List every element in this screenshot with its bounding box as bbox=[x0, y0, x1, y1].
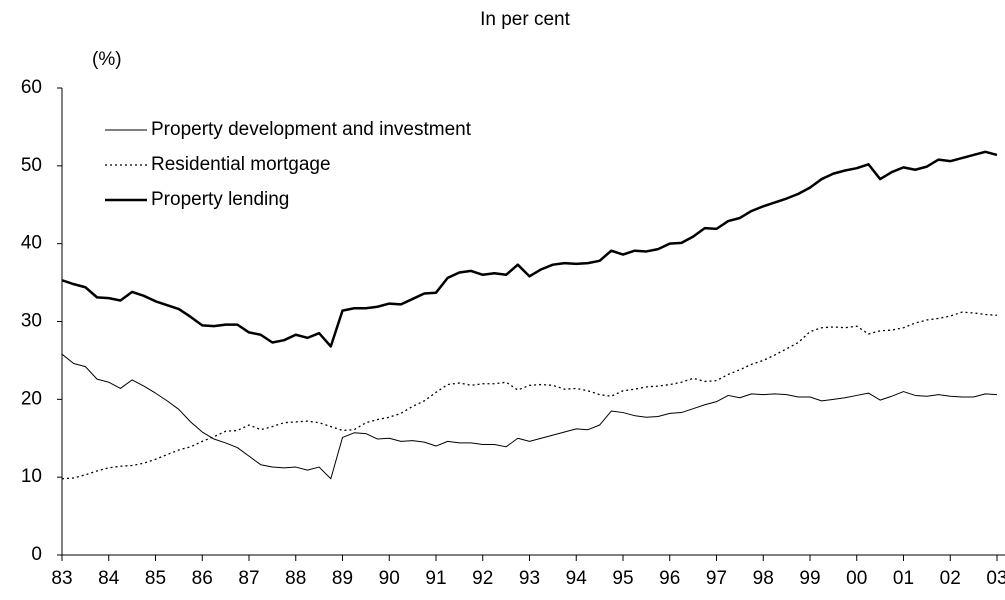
series-line bbox=[61, 150, 998, 348]
chart-title: In per cent bbox=[480, 9, 570, 30]
y-tick-label: 20 bbox=[21, 388, 42, 409]
y-tick-label: 30 bbox=[21, 311, 42, 332]
y-axis-label: (%) bbox=[92, 49, 122, 70]
y-tick-label: 40 bbox=[21, 233, 42, 254]
series-line bbox=[61, 311, 998, 480]
x-tick-label: 99 bbox=[799, 568, 820, 589]
x-tick-label: 94 bbox=[566, 568, 588, 589]
y-tick-label: 0 bbox=[31, 544, 42, 565]
x-tick-label: 01 bbox=[893, 568, 914, 589]
y-tick-label: 60 bbox=[21, 77, 42, 98]
x-tick-label: 00 bbox=[846, 568, 867, 589]
x-tick-label: 91 bbox=[425, 568, 446, 589]
x-tick-label: 97 bbox=[706, 568, 727, 589]
x-tick-label: 86 bbox=[192, 568, 213, 589]
x-tick-label: 83 bbox=[51, 568, 72, 589]
x-tick-label: 92 bbox=[472, 568, 493, 589]
x-tick-label: 88 bbox=[285, 568, 306, 589]
x-tick-label: 87 bbox=[238, 568, 259, 589]
x-tick-label: 03 bbox=[986, 568, 1005, 589]
x-tick-label: 90 bbox=[379, 568, 400, 589]
x-tick-label: 98 bbox=[753, 568, 774, 589]
y-tick-label: 10 bbox=[21, 466, 42, 487]
y-tick-label: 50 bbox=[21, 155, 42, 176]
x-tick-label: 96 bbox=[659, 568, 680, 589]
legend-label: Property development and investment bbox=[151, 119, 472, 140]
x-tick-label: 84 bbox=[98, 568, 120, 589]
x-tick-label: 93 bbox=[519, 568, 540, 589]
x-tick-label: 85 bbox=[145, 568, 166, 589]
legend-label: Residential mortgage bbox=[151, 154, 331, 175]
x-tick-label: 89 bbox=[332, 568, 353, 589]
x-tick-label: 02 bbox=[940, 568, 961, 589]
series-line bbox=[61, 353, 998, 480]
legend-label: Property lending bbox=[151, 189, 289, 210]
x-tick-label: 95 bbox=[612, 568, 633, 589]
